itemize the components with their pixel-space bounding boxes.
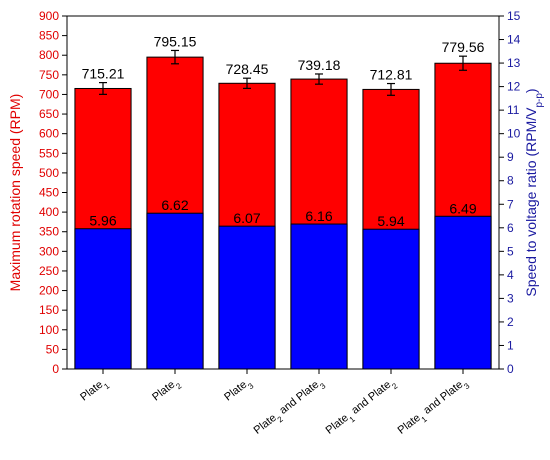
error-bar [387,82,395,96]
error-bar [171,49,179,65]
right-tick-label: 5 [507,244,514,258]
left-tick-label: 850 [39,29,59,43]
left-tick-label: 700 [39,87,59,101]
data-labels-layer: 715.21 5.96 795.15 6.62 728.45 6.07 739.18 6.16… [82,33,485,229]
left-tick-label: 250 [39,264,59,278]
x-tick-label: Plate3 [222,376,255,407]
right-tick-label: 4 [507,268,514,282]
right-tick-label: 12 [507,80,521,94]
left-tick-label: 650 [39,107,59,121]
x-tick-label: Plate1 and Plate2 [324,376,400,440]
data-label-ratio: 6.16 [305,208,332,224]
bar-speed-voltage-ratio [434,215,492,370]
right-axis-title: Speed to voltage ratio (RPM/Vp-p) [523,88,545,296]
right-tick-label: 15 [507,9,521,23]
right-tick-label: 9 [507,150,514,164]
right-tick-label: 10 [507,127,521,141]
left-tick-label: 600 [39,127,59,141]
data-label-ratio: 5.96 [89,213,116,229]
x-tick-label: Plate1 [78,376,111,407]
left-tick-label: 900 [39,9,59,23]
right-tick-label: 1 [507,338,514,352]
data-label-rotation-speed: 779.56 [442,39,485,55]
data-label-rotation-speed: 712.81 [370,67,413,83]
right-tick-label: 7 [507,197,514,211]
right-axis-title-end: ) [523,88,539,93]
data-label-ratio: 5.94 [377,213,404,229]
x-tick-label: Plate1 and Plate3 [396,376,472,440]
data-label-rotation-speed: 739.18 [298,57,341,73]
data-label-rotation-speed: 795.15 [154,33,197,49]
left-tick-label: 100 [39,323,59,337]
right-tick-label: 13 [507,56,521,70]
left-tick-label: 200 [39,284,59,298]
error-bars-layer [99,49,467,96]
right-tick-label: 14 [507,33,521,47]
left-tick-label: 550 [39,146,59,160]
error-bar [459,55,467,71]
right-tick-label: 8 [507,174,514,188]
data-label-ratio: 6.49 [449,200,476,216]
left-tick-label: 400 [39,205,59,219]
error-bar [315,73,323,85]
data-label-rotation-speed: 728.45 [226,61,269,77]
right-axis-title-sub: p-p [534,93,545,108]
bar-speed-voltage-ratio [74,228,132,370]
left-tick-label: 750 [39,68,59,82]
right-axis-title-main: Speed to voltage ratio (RPM/V [523,107,539,297]
bar-speed-voltage-ratio [146,212,204,370]
left-axis-title: Maximum rotation speed (RPM) [7,94,23,292]
left-tick-label: 300 [39,244,59,258]
left-tick-label: 450 [39,186,59,200]
right-tick-label: 2 [507,315,514,329]
x-tick-label: Plate2 [150,376,183,407]
left-tick-label: 50 [46,342,60,356]
bar-speed-voltage-ratio [290,223,348,370]
data-label-rotation-speed: 715.21 [82,66,125,82]
error-bar [99,81,107,95]
error-bar [243,77,251,89]
bar-speed-voltage-ratio [362,228,420,370]
plot-frame [66,15,500,370]
right-tick-label: 0 [507,362,514,376]
bars-layer [74,56,492,370]
left-tick-label: 150 [39,303,59,317]
left-y-axis: 0 50 100 150 200 250 300 350 400 450 500 550 600 650 7… [39,9,67,376]
x-tick-label: Plate2 and Plate3 [252,376,328,440]
data-label-ratio: 6.62 [161,197,188,213]
bar-speed-voltage-ratio [218,225,276,370]
left-tick-label: 800 [39,48,59,62]
left-tick-label: 350 [39,225,59,239]
right-tick-label: 3 [507,291,514,305]
right-tick-label: 11 [507,103,520,117]
data-label-ratio: 6.07 [233,210,260,226]
left-tick-label: 500 [39,166,59,180]
left-tick-label: 0 [52,362,59,376]
right-tick-label: 6 [507,221,514,235]
